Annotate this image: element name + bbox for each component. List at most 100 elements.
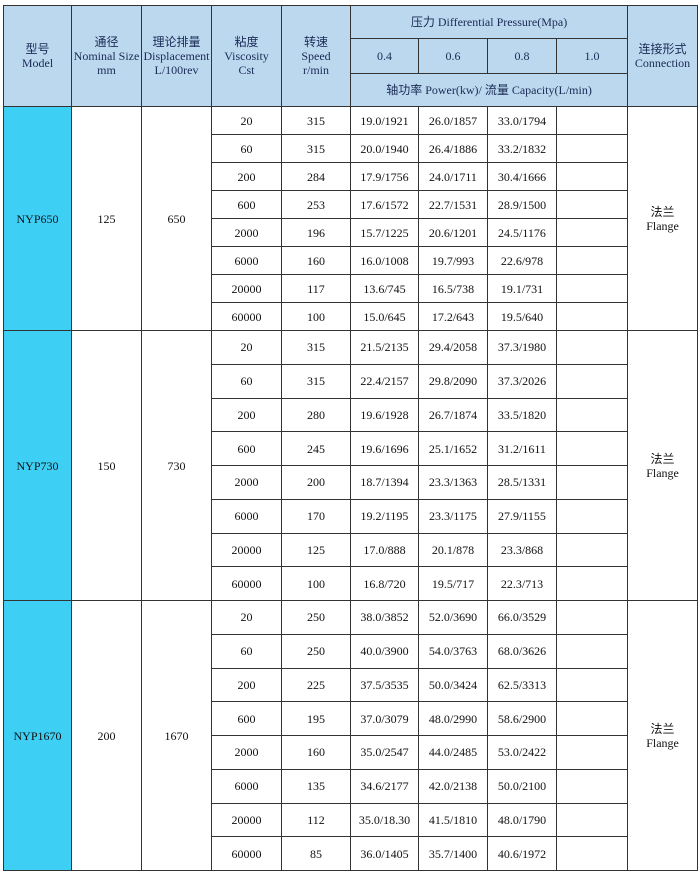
value-cell: 22.6/978 xyxy=(487,246,557,275)
value-cell: 35.0/18.30 xyxy=(350,802,419,838)
table-row: 2000 196 15.7/1225 20.6/1201 24.5/1176 xyxy=(4,218,698,247)
viscosity-cell: 60000 xyxy=(211,836,282,871)
value-cell: 21.5/2135 xyxy=(350,330,419,365)
value-cell: 17.9/1756 xyxy=(350,162,419,191)
table-row: 60 250 40.0/3900 54.0/3763 68.0/3626 xyxy=(4,633,698,669)
empty-cell xyxy=(555,532,629,568)
empty-cell xyxy=(555,397,629,433)
speed-cell: 100 xyxy=(281,302,351,331)
text: Flange xyxy=(646,218,679,233)
value-cell: 30.4/1666 xyxy=(487,162,557,191)
value-cell: 19.2/1195 xyxy=(350,498,419,534)
value-cell: 19.6/1928 xyxy=(350,397,419,433)
table-row: 60 315 22.4/2157 29.8/2090 37.3/2026 xyxy=(4,363,698,399)
empty-cell xyxy=(555,735,629,770)
viscosity-cell: 20000 xyxy=(211,532,282,568)
speed-cell: 280 xyxy=(281,397,351,433)
viscosity-cell: 200 xyxy=(211,162,282,191)
value-cell: 17.2/643 xyxy=(418,302,488,331)
text: 法兰 xyxy=(650,204,675,219)
value-cell: 37.0/3079 xyxy=(350,701,419,736)
speed-cell: 315 xyxy=(281,363,351,399)
empty-cell xyxy=(555,802,629,838)
value-cell: 19.5/717 xyxy=(418,566,488,601)
value-cell: 50.0/2100 xyxy=(487,768,557,804)
header-cell: 转速 Speed r/min xyxy=(281,5,351,107)
value-cell: 23.3/868 xyxy=(487,532,557,568)
empty-cell xyxy=(555,274,629,303)
table-row: NYP1670 200 1670 20 250 38.0/3852 52.0/3690 66.… xyxy=(3,600,699,871)
speed-cell: 100 xyxy=(281,566,351,601)
connection-cell: 法兰 Flange xyxy=(627,330,699,601)
table-row: NYP650 125 650 20 315 19.0/1921 26.0/1857 33.0/… xyxy=(3,106,699,331)
viscosity-cell: 600 xyxy=(211,701,282,736)
value-cell: 15.0/645 xyxy=(350,302,419,331)
value-cell: 28.5/1331 xyxy=(487,465,557,500)
value-cell: 33.0/1794 xyxy=(487,106,557,135)
speed-cell: 250 xyxy=(281,600,351,635)
header-cell: 轴功率 Power(kw)/ 流量 Capacity(L/min) xyxy=(349,73,629,107)
value-cell: 37.3/1980 xyxy=(487,330,557,365)
table-row: 200 284 17.9/1756 24.0/1711 30.4/1666 xyxy=(4,162,698,191)
text: 转速 xyxy=(303,35,328,49)
empty-cell xyxy=(555,768,629,804)
empty-cell xyxy=(555,190,629,219)
speed-cell: 284 xyxy=(281,162,351,191)
empty-cell xyxy=(555,498,629,534)
speed-cell: 160 xyxy=(281,735,351,770)
table-row: 60000 100 15.0/645 17.2/643 19.5/640 xyxy=(4,302,698,331)
empty-cell xyxy=(555,134,629,163)
value-cell: 22.7/1531 xyxy=(418,190,488,219)
value-cell: 40.0/3900 xyxy=(350,633,419,669)
viscosity-cell: 2000 xyxy=(211,465,282,500)
value-cell: 24.0/1711 xyxy=(418,162,488,191)
value-cell: 13.6/745 xyxy=(350,274,419,303)
speed-cell: 315 xyxy=(281,134,351,163)
empty-cell xyxy=(555,162,629,191)
speed-cell: 170 xyxy=(281,498,351,534)
empty-cell xyxy=(555,431,629,466)
text: r/min xyxy=(303,63,329,77)
table-body: NYP650 125 650 20 315 19.0/1921 26.0/1857 33.0/… xyxy=(3,106,699,871)
value-cell: 66.0/3529 xyxy=(487,600,557,635)
speed-cell: 196 xyxy=(281,218,351,247)
pressure-cell: 1.0 xyxy=(555,38,629,74)
header-cell: 理论排量 Displacement L/100rev xyxy=(141,5,212,107)
value-cell: 68.0/3626 xyxy=(487,633,557,669)
empty-cell xyxy=(555,330,629,365)
speed-cell: 200 xyxy=(281,465,351,500)
viscosity-cell: 20 xyxy=(211,106,282,135)
text: Connection xyxy=(634,56,691,70)
speed-cell: 250 xyxy=(281,633,351,669)
table-row: 60000 85 36.0/1405 35.7/1400 40.6/1972 xyxy=(4,836,698,871)
text: Flange xyxy=(646,465,679,480)
viscosity-cell: 600 xyxy=(211,431,282,466)
value-cell: 19.5/640 xyxy=(487,302,557,331)
value-cell: 37.3/2026 xyxy=(487,363,557,399)
value-cell: 20.6/1201 xyxy=(418,218,488,247)
empty-cell xyxy=(555,836,629,871)
text: L/100rev xyxy=(154,63,199,77)
value-cell: 35.7/1400 xyxy=(418,836,488,871)
speed-cell: 85 xyxy=(281,836,351,871)
text: Flange xyxy=(646,735,679,750)
connection-cell: 法兰 Flange xyxy=(627,106,699,331)
model-cell: NYP650 xyxy=(3,106,72,331)
table-row: 6000 170 19.2/1195 23.3/1175 27.9/1155 xyxy=(4,498,698,534)
value-cell: 48.0/2990 xyxy=(418,701,488,736)
table-header: 型号 Model 通径 Nominal Size mm 理论排量 Displacemen… xyxy=(3,5,699,107)
viscosity-cell: 6000 xyxy=(211,768,282,804)
nominal-size-cell: 125 xyxy=(71,106,142,331)
table-row: 60 315 20.0/1940 26.4/1886 33.2/1832 xyxy=(4,134,698,163)
header-cell: 连接形式 Connection xyxy=(627,5,699,107)
pressure-cell: 0.4 xyxy=(350,38,419,74)
value-cell: 26.0/1857 xyxy=(418,106,488,135)
value-cell: 58.6/2900 xyxy=(487,701,557,736)
value-cell: 22.4/2157 xyxy=(350,363,419,399)
value-cell: 16.5/738 xyxy=(418,274,488,303)
value-cell: 27.9/1155 xyxy=(487,498,557,534)
pressure-cell: 0.8 xyxy=(487,38,557,74)
text: 法兰 xyxy=(650,721,675,736)
value-cell: 15.7/1225 xyxy=(350,218,419,247)
